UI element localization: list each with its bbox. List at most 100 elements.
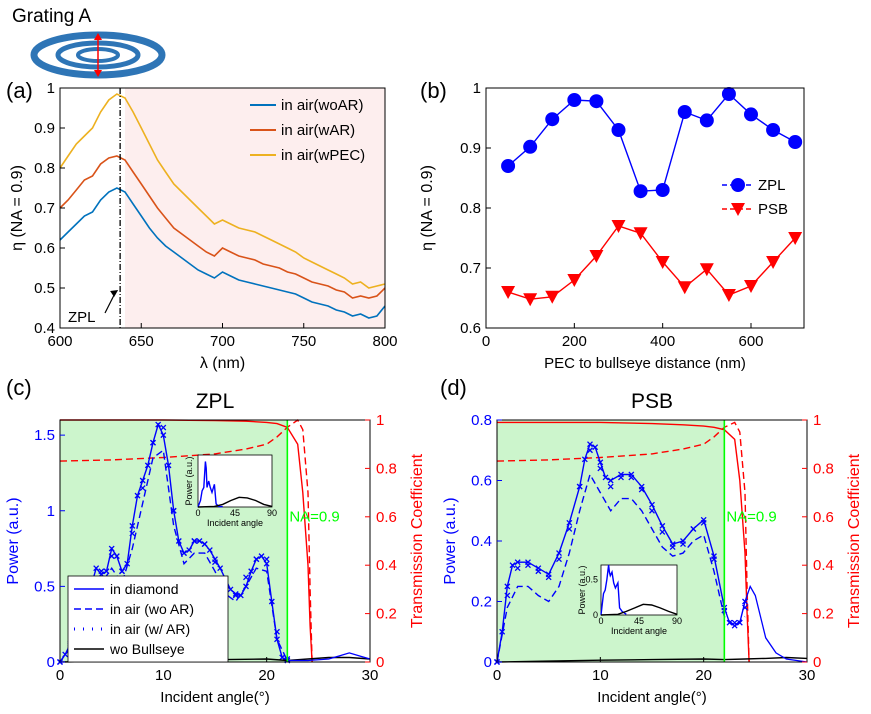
d-ytick-right-label: 0 [813,654,821,671]
b-point-ZPL [501,159,516,173]
c-ytick-right-label: 0.6 [376,509,397,526]
panel-letter-c: (c) [6,375,32,400]
b-point-PSB [567,274,582,287]
c-ytick-right-label: 0.4 [376,557,397,574]
d-power-marker-0 [566,519,573,526]
a-ytick-label: 0.5 [34,280,55,297]
c-power-marker-0 [134,492,141,499]
c-power-marker-2 [201,541,208,547]
d-power-marker-2 [700,519,707,526]
b-ytick-label: 0.7 [460,260,481,277]
c-power-marker-2 [150,439,156,446]
b-point-ZPL [766,123,781,137]
c-power-marker-2 [170,507,177,514]
b-point-PSB [744,280,758,293]
b-point-PSB [699,263,714,277]
a-ytick-label: 0.6 [34,240,55,257]
b-point-ZPL [523,139,538,154]
d-transmission-line-1 [496,421,750,663]
d-inset-xtick-label: 0 [598,616,603,626]
d-power-marker-0 [504,583,511,590]
d-xtick-label: 0 [493,667,501,684]
a-xtick-label: 700 [210,333,235,350]
d-power-marker-0 [581,456,588,463]
d-power-marker-2 [597,465,604,472]
c-ytick-right-label: 0.2 [376,606,397,623]
a-zpl-annotation: ZPL [68,309,96,326]
d-power-marker-2 [514,565,521,572]
c-inset-xtick-label: 0 [195,508,200,518]
c-power-marker-0 [175,538,182,544]
c-power-marker-0 [124,560,131,567]
c-inset-xtick-label: 90 [267,508,277,518]
d-power-marker-2 [545,574,552,581]
c-power-marker-0 [196,538,203,544]
d-power-marker-2 [587,447,593,454]
c-power-marker-0 [217,565,224,572]
d-power-marker-2 [659,528,666,535]
c-power-marker-2 [212,559,218,566]
c-power-marker-0 [144,462,151,469]
b-axes-frame [485,87,805,329]
a-series-line-0 [59,187,386,319]
c-inset-ylabel: Power (a.u.) [184,456,194,505]
d-ytick-right-label: 0.2 [813,606,834,623]
a-xlabel: λ (nm) [200,355,245,372]
d-xtick-label: 30 [799,667,816,684]
d-power-marker-0 [602,474,609,481]
d-power-marker-2 [742,604,748,611]
b-ytick-label: 0.9 [460,140,481,157]
b-point-PSB [633,227,648,241]
c-power-marker-2 [274,628,280,635]
panel-letter-a: (a) [6,78,33,103]
c-inset-xlabel: Incident angle [207,518,263,528]
d-inset-ylabel: Power (a.u.) [577,565,587,614]
c-power-marker-2 [243,574,249,581]
c-power-marker-0 [129,522,136,529]
c-power-marker-2 [119,568,125,575]
c-legend-box [67,575,229,663]
a-ylabel: η (NA = 0.9) [9,165,26,251]
a-series-line-2 [59,93,386,289]
b-xlabel: PEC to bullseye distance (nm) [544,355,746,372]
d-power-marker-0 [607,477,614,484]
d-power-marker-0 [736,619,743,626]
d-power-marker-2 [628,474,635,481]
d-power-marker-2 [607,483,614,490]
panel-letter-b: (b) [420,78,447,103]
d-xtick-label: 20 [695,667,712,684]
c-na-label: NA=0.9 [289,509,339,526]
a-ytick-label: 0.7 [34,200,55,217]
c-power-marker-2 [108,553,115,560]
c-ylabel: Power (a.u.) [5,497,22,584]
c-ytick-label: 0 [47,654,55,671]
d-ytick-label: 0.2 [471,594,492,611]
b-xtick-label: 400 [650,333,675,350]
c-power-marker-0 [113,553,120,560]
c-power-marker-0 [186,547,193,554]
c-power-marker-0 [139,477,146,484]
b-point-ZPL [655,183,670,197]
panel-d-chart: NA=0.90 10 20 3000.20.40.60.800.20.40.60.81… [442,390,863,706]
a-ytick-label: 0.9 [34,120,55,137]
c-transmission-line-1 [59,418,313,663]
d-power-line-1 [496,472,746,663]
a-legend-label-0: in air(woAR) [281,97,364,114]
c-power-marker-0 [227,586,234,593]
c-power-marker-0 [274,636,280,643]
c-power-marker-2 [181,550,187,557]
d-inset-xlabel: Incident angle [611,626,667,636]
d-power-marker-0 [592,444,599,451]
c-xtick-label: 0 [56,667,64,684]
c-tail-line-0 [287,652,371,662]
b-point-ZPL [567,93,582,107]
a-zpl-arrowhead [110,290,119,297]
c-power-marker-2 [160,424,167,431]
a-ytick-label: 1 [47,80,55,97]
c-power-marker-2 [139,485,146,492]
b-point-PSB [523,293,538,307]
c-ytick-label: 1 [47,503,55,520]
d-ytick-right-label: 0.4 [813,557,834,574]
